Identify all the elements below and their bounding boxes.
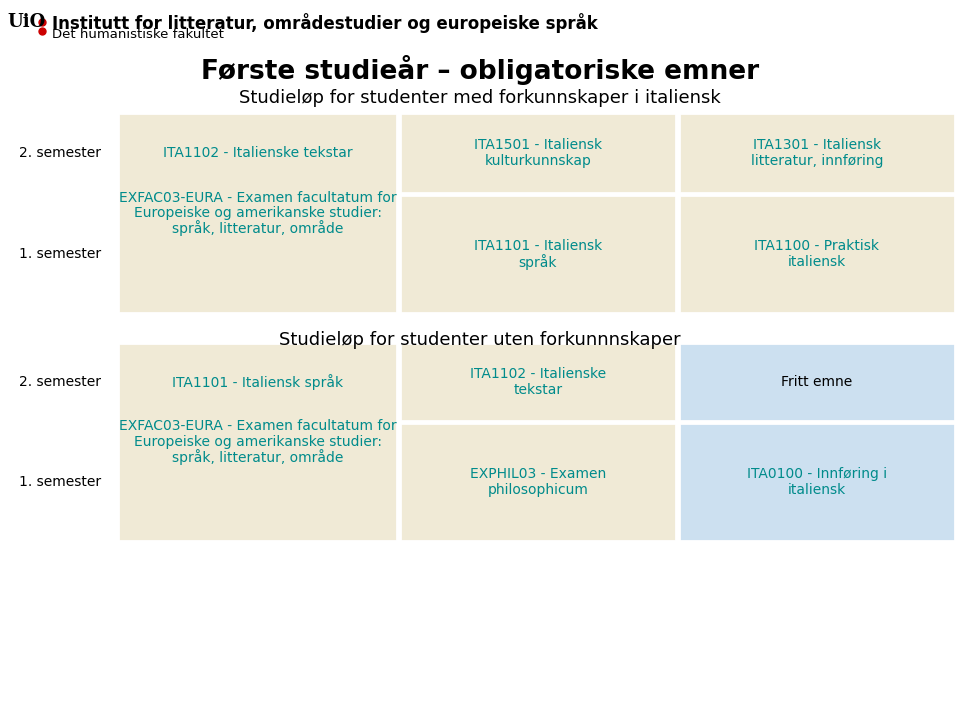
Text: 1. semester: 1. semester (19, 475, 101, 489)
Text: ITA1102 - Italienske tekstar: ITA1102 - Italienske tekstar (162, 146, 352, 160)
FancyBboxPatch shape (679, 195, 955, 313)
Text: litteratur, innføring: litteratur, innføring (751, 154, 883, 168)
Text: språk, litteratur, område: språk, litteratur, område (172, 449, 343, 465)
Text: ITA1100 - Praktisk: ITA1100 - Praktisk (755, 239, 879, 253)
FancyBboxPatch shape (400, 343, 676, 421)
Text: språk: språk (518, 254, 557, 270)
Text: Det humanistiske fakultet: Det humanistiske fakultet (52, 28, 224, 41)
Text: 2. semester: 2. semester (19, 375, 101, 389)
FancyBboxPatch shape (400, 113, 676, 193)
Text: ITA1301 - Italiensk: ITA1301 - Italiensk (753, 138, 881, 153)
Text: Europeiske og amerikanske studier:: Europeiske og amerikanske studier: (133, 206, 381, 220)
Text: kulturkunnskap: kulturkunnskap (485, 154, 591, 168)
Text: EXFAC03-EURA - Examen facultatum for: EXFAC03-EURA - Examen facultatum for (119, 191, 396, 205)
Text: ITA1101 - Italiensk: ITA1101 - Italiensk (474, 239, 602, 253)
Text: språk, litteratur, område: språk, litteratur, område (172, 221, 343, 236)
Text: 2. semester: 2. semester (19, 146, 101, 160)
FancyBboxPatch shape (679, 343, 955, 421)
Text: italiensk: italiensk (788, 483, 846, 497)
FancyBboxPatch shape (118, 113, 397, 313)
Text: ITA1102 - Italienske: ITA1102 - Italienske (470, 367, 606, 381)
FancyBboxPatch shape (400, 423, 676, 541)
FancyBboxPatch shape (679, 423, 955, 541)
Text: EXFAC03-EURA - Examen facultatum for: EXFAC03-EURA - Examen facultatum for (119, 420, 396, 434)
Text: Institutt for litteratur, områdestudier og europeiske språk: Institutt for litteratur, områdestudier … (52, 13, 598, 33)
Text: Første studieår – obligatoriske emner: Første studieår – obligatoriske emner (201, 55, 759, 85)
Text: EXPHIL03 - Examen: EXPHIL03 - Examen (469, 467, 606, 482)
FancyBboxPatch shape (118, 343, 397, 541)
FancyBboxPatch shape (679, 113, 955, 193)
FancyBboxPatch shape (400, 195, 676, 313)
Text: UiO: UiO (7, 13, 45, 31)
Text: Studieløp for studenter med forkunnskaper i italiensk: Studieløp for studenter med forkunnskape… (239, 89, 721, 107)
FancyBboxPatch shape (118, 343, 397, 421)
Text: Europeiske og amerikanske studier:: Europeiske og amerikanske studier: (133, 435, 381, 449)
FancyBboxPatch shape (118, 113, 397, 193)
Text: 1. semester: 1. semester (19, 247, 101, 261)
Text: ITA1501 - Italiensk: ITA1501 - Italiensk (474, 138, 602, 153)
Text: italiensk: italiensk (788, 254, 846, 269)
Text: ITA0100 - Innføring i: ITA0100 - Innføring i (747, 467, 887, 482)
Text: tekstar: tekstar (514, 382, 563, 396)
Text: Fritt emne: Fritt emne (781, 375, 852, 389)
Text: philosophicum: philosophicum (488, 483, 588, 497)
Text: Studieløp for studenter uten forkunnnskaper: Studieløp for studenter uten forkunnnska… (279, 331, 681, 349)
Text: ITA1101 - Italiensk språk: ITA1101 - Italiensk språk (172, 374, 343, 390)
